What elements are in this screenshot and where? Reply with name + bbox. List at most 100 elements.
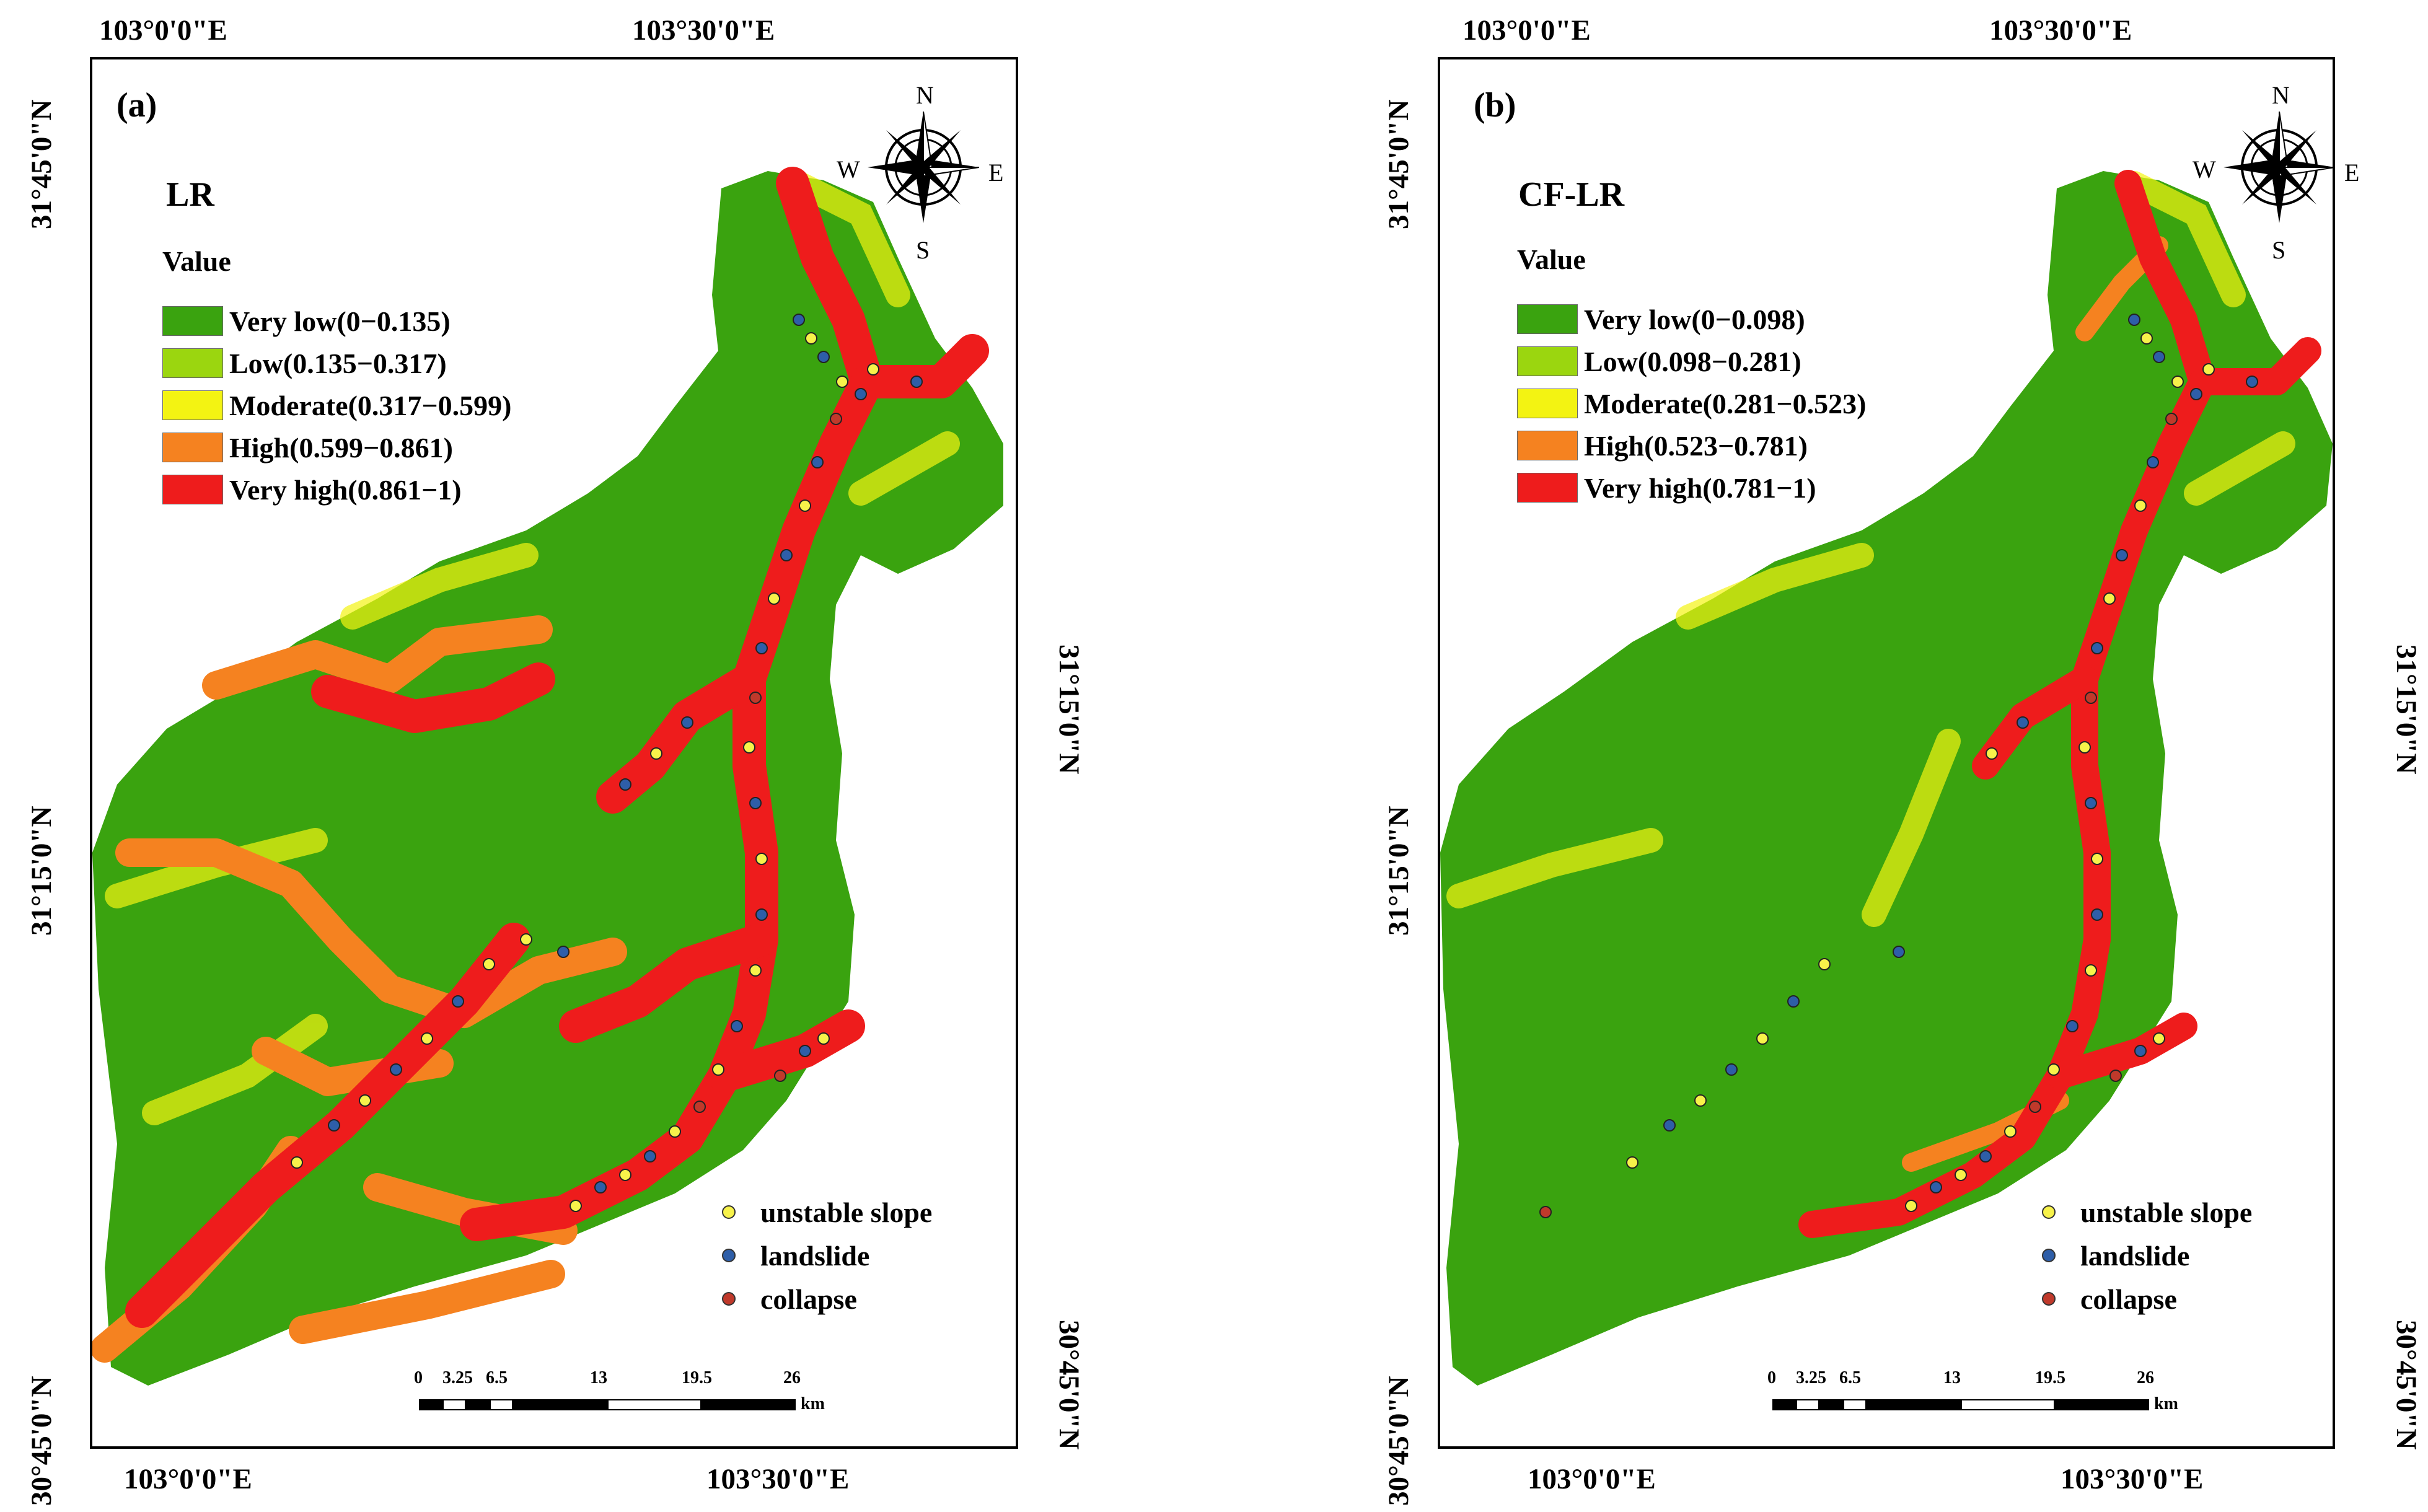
event-points [291,314,923,1212]
compass-s: S [2272,236,2286,264]
coord-left-mid: 31°15'0"N [25,806,58,936]
unstable-slope-marker-icon [2042,1205,2056,1219]
coord-left-top: 31°45'0"N [25,99,58,229]
scale-unit: km [801,1394,825,1413]
scale-tick: 19.5 [682,1368,712,1387]
legend-label: Very low(0−0.098) [1584,303,1805,335]
legend-swatch [1517,473,1578,503]
model-name: CF-LR [1518,175,1625,214]
scale-tick: 6.5 [1839,1368,1861,1387]
coord-right-bottom: 30°45'0"N [2390,1320,2422,1450]
compass-e: E [2344,159,2360,187]
compass-n: N [2272,81,2290,109]
unstable-slope-marker-icon [722,1205,736,1219]
legend-item-very-high: Very high(0.781−1) [1517,470,1816,505]
coord-bottom-left: 103°0'0"E [1528,1463,1656,1495]
coord-top-right: 103°30'0"E [632,14,775,46]
coord-top-left: 103°0'0"E [1463,14,1591,46]
scale-unit: km [2154,1394,2178,1413]
scale-tick: 26 [2137,1368,2154,1387]
scale-tick: 19.5 [2035,1368,2065,1387]
legend-item-very-high: Very high(0.861−1) [162,472,462,507]
coord-right-mid: 31°15'0"N [1053,644,1085,775]
legend-label: High(0.523−0.781) [1584,429,1808,462]
legend-item-moderate: Moderate(0.281−0.523) [1517,386,1866,421]
legend-item-very-low: Very low(0−0.098) [1517,302,1805,336]
legend-item-very-low: Very low(0−0.135) [162,304,451,338]
coord-top-left: 103°0'0"E [99,14,227,46]
legend-label: Very low(0−0.135) [229,305,451,337]
coord-right-mid: 31°15'0"N [2390,644,2422,775]
scale-tick: 26 [783,1368,801,1387]
legend-swatch [162,390,223,420]
legend-label: Moderate(0.317−0.599) [229,389,512,421]
coord-left-bottom: 30°45'0"N [1383,1376,1415,1506]
point-legend-label: unstable slope [760,1196,933,1228]
legend-swatch [162,348,223,378]
legend-swatch [1517,346,1578,376]
coord-bottom-right: 103°30'0"E [706,1463,850,1495]
compass-icon [2223,112,2335,223]
coord-bottom-right: 103°30'0"E [2061,1463,2204,1495]
compass-icon [868,112,979,223]
legend-item-high: High(0.523−0.781) [1517,428,1808,463]
moderate-zones [1446,171,2295,927]
point-legend-landslide: landslide [722,1237,869,1274]
map-panel-a: 103°0'0"E 103°30'0"E 103°0'0"E 103°30'0"… [25,14,1085,1506]
event-points [1539,314,2258,1218]
coord-left-mid: 31°15'0"N [1383,806,1415,936]
point-legend-landslide: landslide [2042,1237,2189,1274]
scale-tick: 13 [590,1368,607,1387]
legend-label: Very high(0.861−1) [229,473,462,506]
legend-swatch [162,433,223,462]
scale-tick: 6.5 [486,1368,508,1387]
legend-item-moderate: Moderate(0.317−0.599) [162,388,511,423]
panel-label: (a) [117,86,157,125]
legend-value-header: Value [162,245,231,277]
moderate-zones [105,171,960,1125]
legend-swatch [162,306,223,336]
legend-swatch [162,475,223,504]
point-legend-label: landslide [760,1239,870,1272]
study-area-very-low [1440,171,2333,1386]
scale-tick: 3.25 [442,1368,473,1387]
susceptibility-map [1440,170,2333,1386]
coord-left-bottom: 30°45'0"N [25,1376,58,1506]
compass-s: S [916,236,930,264]
coord-right-bottom: 30°45'0"N [1053,1320,1085,1450]
coord-bottom-left: 103°0'0"E [124,1463,252,1495]
collapse-marker-icon [722,1292,736,1306]
legend-swatch [1517,389,1578,418]
compass-w: W [2193,156,2216,183]
point-legend-label: collapse [2080,1283,2177,1315]
legend-label: Low(0.135−0.317) [229,347,447,379]
landslide-marker-icon [2042,1249,2056,1262]
compass-w: W [837,156,860,183]
scale-bar: 0 3.25 6.5 13 19.5 26 km [1767,1363,2178,1419]
point-legend-label: collapse [760,1283,857,1315]
scale-tick: 0 [414,1368,423,1387]
legend-label: Very high(0.781−1) [1584,472,1816,504]
point-legend-unstable-slope: unstable slope [722,1193,932,1231]
coord-top-right: 103°30'0"E [1989,14,2132,46]
scale-bar: 0 3.25 6.5 13 19.5 26 km [414,1363,825,1419]
coord-left-top: 31°45'0"N [1383,99,1415,229]
legend-swatch [1517,304,1578,334]
legend-item-low: Low(0.135−0.317) [162,346,447,380]
scale-tick: 13 [1943,1368,1961,1387]
legend-value-header: Value [1517,244,1586,275]
legend-swatch [1517,431,1578,460]
point-legend-collapse: collapse [722,1280,857,1317]
panel-label: (b) [1474,86,1516,125]
scale-tick: 0 [1767,1368,1776,1387]
legend-label: High(0.599−0.861) [229,431,453,464]
point-legend-label: unstable slope [2080,1196,2253,1228]
collapse-marker-icon [2042,1292,2056,1306]
legend-item-high: High(0.599−0.861) [162,430,453,465]
legend-item-low: Low(0.098−0.281) [1517,344,1801,379]
legend-label: Low(0.098−0.281) [1584,345,1801,377]
legend-label: Moderate(0.281−0.523) [1584,387,1867,420]
map-panel-b: 103°0'0"E 103°30'0"E 103°0'0"E 103°30'0"… [1215,0,2428,1512]
scale-tick: 3.25 [1796,1368,1826,1387]
point-legend-label: landslide [2080,1239,2190,1272]
